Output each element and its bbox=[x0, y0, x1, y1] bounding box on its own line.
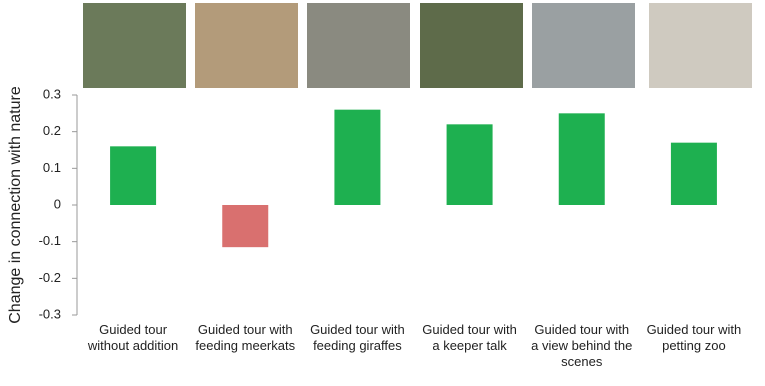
photo bbox=[532, 3, 635, 88]
bar bbox=[222, 205, 269, 248]
y-tick-label: -0.1 bbox=[39, 233, 61, 248]
photos bbox=[83, 3, 752, 88]
photo bbox=[195, 3, 298, 88]
y-axis-label: Change in connection with nature bbox=[7, 86, 24, 324]
bar bbox=[446, 124, 493, 205]
y-tick-label: 0 bbox=[54, 196, 61, 211]
x-tick-label: Guided tour with petting zoo bbox=[646, 322, 742, 353]
y-tick-label: 0.1 bbox=[43, 160, 61, 175]
x-tick-label: Guided tour without addition bbox=[87, 322, 179, 353]
y-tick-label: -0.2 bbox=[39, 270, 61, 285]
photo bbox=[420, 3, 523, 88]
photo bbox=[649, 3, 752, 88]
y-tick-label: -0.3 bbox=[39, 306, 61, 321]
bar bbox=[334, 109, 381, 205]
x-tick-label: Guided tour with feeding giraffes bbox=[310, 322, 405, 353]
bar bbox=[670, 142, 717, 205]
photo bbox=[83, 3, 186, 88]
x-tick-label: Guided tour with a view behind the scene… bbox=[531, 322, 633, 369]
x-tick-label: Guided tour with a keeper talk bbox=[422, 322, 517, 353]
x-tick-label: Guided tour with feeding meerkats bbox=[195, 322, 296, 353]
bar bbox=[110, 146, 157, 205]
bar bbox=[558, 113, 605, 205]
y-tick-label: 0.2 bbox=[43, 123, 61, 138]
y-tick-label: 0.3 bbox=[43, 86, 61, 101]
photo bbox=[307, 3, 410, 88]
